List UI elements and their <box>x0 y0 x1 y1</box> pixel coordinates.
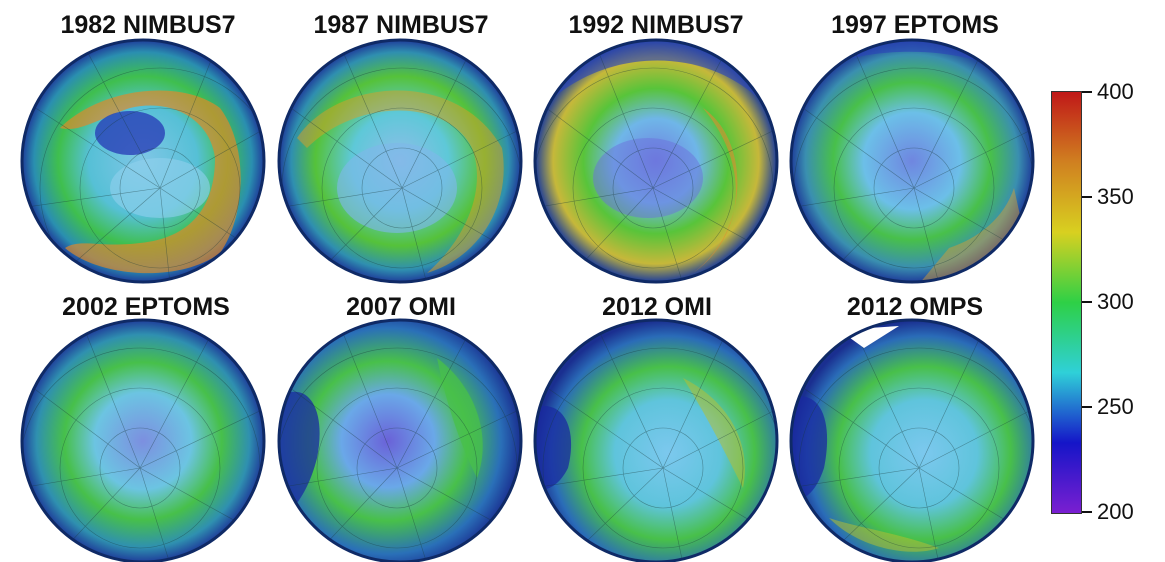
colorbar <box>1051 91 1082 514</box>
colorbar-tick <box>1082 196 1092 198</box>
ozone-globe-map <box>277 38 523 284</box>
panel-title: 1997 EPTOMS <box>831 11 999 39</box>
colorbar-label: 200 <box>1097 499 1134 524</box>
ozone-globe-map <box>20 318 266 562</box>
ozone-globe-map <box>533 38 779 284</box>
panel-title: 1987 NIMBUS7 <box>313 11 489 39</box>
ozone-globe-map <box>789 318 1035 562</box>
panel-title: 1992 NIMBUS7 <box>568 11 744 39</box>
panel-title: 1982 NIMBUS7 <box>60 11 236 39</box>
colorbar-label: 300 <box>1097 289 1134 314</box>
colorbar-label: 400 <box>1097 79 1134 104</box>
panel-title: 2012 OMI <box>602 293 712 321</box>
ozone-globe-map <box>789 38 1035 284</box>
ozone-globe-map <box>20 38 266 284</box>
ozone-globe-map <box>277 318 523 562</box>
panel-title: 2007 OMI <box>346 293 456 321</box>
colorbar-label: 250 <box>1097 394 1134 419</box>
colorbar-tick <box>1082 91 1092 93</box>
ozone-globe-map <box>533 318 779 562</box>
colorbar-tick <box>1082 511 1092 513</box>
colorbar-tick <box>1082 406 1092 408</box>
panel-title: 2012 OMPS <box>846 293 984 321</box>
colorbar-label: 350 <box>1097 184 1134 209</box>
panel-title: 2002 EPTOMS <box>62 293 230 321</box>
colorbar-tick <box>1082 301 1092 303</box>
